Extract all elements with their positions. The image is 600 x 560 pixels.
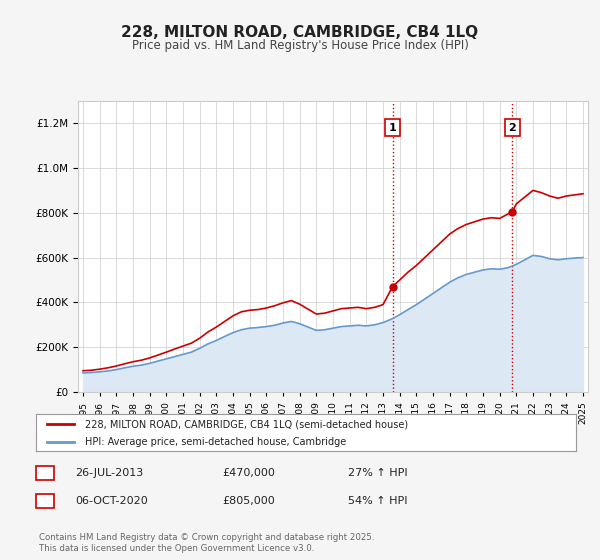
Text: Contains HM Land Registry data © Crown copyright and database right 2025.
This d: Contains HM Land Registry data © Crown c… — [39, 533, 374, 553]
Text: £470,000: £470,000 — [222, 468, 275, 478]
Text: HPI: Average price, semi-detached house, Cambridge: HPI: Average price, semi-detached house,… — [85, 437, 346, 447]
Text: 2: 2 — [41, 496, 49, 506]
Text: 54% ↑ HPI: 54% ↑ HPI — [348, 496, 407, 506]
Text: Price paid vs. HM Land Registry's House Price Index (HPI): Price paid vs. HM Land Registry's House … — [131, 39, 469, 52]
Text: 228, MILTON ROAD, CAMBRIDGE, CB4 1LQ: 228, MILTON ROAD, CAMBRIDGE, CB4 1LQ — [121, 25, 479, 40]
Text: £805,000: £805,000 — [222, 496, 275, 506]
Text: 2: 2 — [508, 123, 516, 133]
Text: 228, MILTON ROAD, CAMBRIDGE, CB4 1LQ (semi-detached house): 228, MILTON ROAD, CAMBRIDGE, CB4 1LQ (se… — [85, 419, 408, 429]
Text: 27% ↑ HPI: 27% ↑ HPI — [348, 468, 407, 478]
Text: 1: 1 — [41, 468, 49, 478]
Text: 26-JUL-2013: 26-JUL-2013 — [75, 468, 143, 478]
Text: 06-OCT-2020: 06-OCT-2020 — [75, 496, 148, 506]
Text: 1: 1 — [389, 123, 397, 133]
